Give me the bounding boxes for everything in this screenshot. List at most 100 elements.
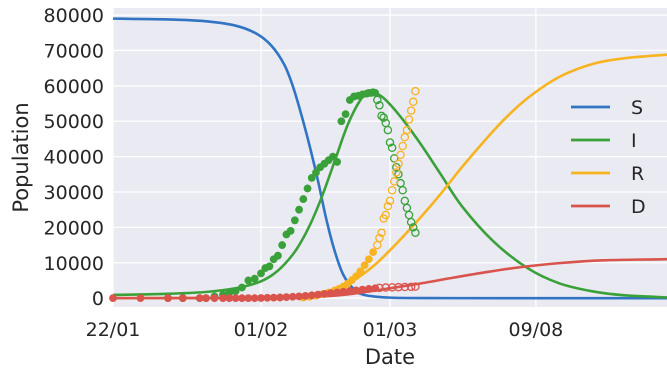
data-point-d-filled [301, 291, 310, 300]
data-point-i-open [387, 143, 397, 153]
data-point-i-filled [337, 117, 346, 126]
data-point-i-filled [265, 262, 274, 271]
data-point-d-filled [250, 294, 259, 303]
data-point-d-filled [225, 294, 234, 303]
legend-label-r: R [631, 163, 644, 185]
data-point-r-open [377, 228, 386, 237]
data-point-i-filled [303, 184, 312, 193]
data-point-i-open [406, 217, 416, 227]
data-point-i-open [375, 101, 384, 110]
data-point-i-filled [312, 168, 320, 177]
y-tick-label: 0 [92, 288, 104, 310]
data-point-d-open [387, 283, 397, 292]
data-point-i-open [394, 170, 403, 179]
legend-label-i: I [631, 130, 637, 152]
data-point-d-filled [231, 294, 240, 303]
data-point-d-open [394, 282, 403, 292]
data-point-d-filled [136, 294, 145, 303]
y-tick-label: 20000 [44, 217, 104, 239]
observed-points [109, 86, 420, 303]
data-point-i-open [409, 223, 418, 232]
data-point-d-filled [244, 294, 253, 303]
data-point-d-open [411, 282, 420, 291]
y-tick-label: 60000 [44, 76, 104, 98]
data-point-i-open [373, 95, 382, 105]
data-point-d-filled [307, 291, 316, 300]
data-point-i-open [383, 125, 393, 135]
x-axis-title: Date [365, 345, 415, 369]
data-point-r-open [402, 125, 412, 135]
data-point-i-open [398, 185, 407, 195]
data-point-r-open [409, 97, 418, 107]
data-point-r-open [406, 106, 416, 115]
data-point-d-filled [219, 294, 227, 303]
data-point-r-open [392, 168, 401, 177]
data-point-i-filled [257, 269, 265, 278]
y-axis-title: Population [9, 102, 33, 212]
y-tick-label: 80000 [44, 5, 104, 27]
data-point-d-filled [345, 287, 354, 295]
data-point-r-open [404, 115, 414, 124]
y-tick-label: 10000 [44, 253, 104, 275]
data-point-d-filled [364, 285, 373, 293]
data-point-r-open [398, 141, 407, 151]
data-point-d-filled [352, 286, 361, 295]
data-point-d-filled [288, 292, 297, 301]
data-point-i-open [377, 111, 386, 121]
data-point-i-open [389, 154, 399, 163]
series-line-i [113, 91, 667, 299]
data-point-i-filled [238, 283, 246, 292]
data-point-d-filled [109, 294, 117, 303]
data-point-i-filled [231, 287, 240, 295]
data-point-d-open [406, 282, 416, 292]
data-point-i-filled [371, 89, 380, 97]
data-point-i-filled [274, 251, 282, 260]
data-point-i-filled [250, 274, 259, 283]
data-point-d-filled [314, 290, 323, 299]
data-point-d-filled [333, 288, 342, 297]
data-point-i-open [379, 113, 388, 122]
x-tick-label: 01/03 [363, 319, 418, 341]
data-point-r-open [389, 177, 399, 186]
data-point-d-filled [320, 290, 329, 298]
data-point-d-filled [238, 294, 246, 303]
data-point-r-open [394, 159, 403, 168]
data-point-d-filled [164, 294, 172, 303]
data-point-i-filled [329, 152, 337, 161]
y-tick-labels: 0 10000 20000 30000 40000 50000 60000 70000 8000… [44, 5, 104, 310]
data-point-i-filled [278, 241, 287, 249]
x-tick-label: 01/02 [234, 319, 289, 341]
legend-label-s: S [631, 97, 643, 119]
x-tick-labels: 22/01 01/02 01/03 09/08 [86, 319, 564, 341]
data-point-d-filled [202, 294, 210, 303]
data-point-r-filled [364, 255, 373, 264]
y-tick-label: 30000 [44, 182, 104, 204]
data-point-d-filled [295, 292, 303, 301]
data-point-r-open [385, 196, 395, 206]
data-point-d-filled [263, 293, 272, 302]
data-point-d-filled [195, 294, 204, 303]
series-line-s [113, 17, 667, 300]
legend-label-d: D [631, 196, 646, 218]
data-point-d-filled [269, 293, 278, 302]
data-point-r-filled [356, 267, 365, 276]
data-point-d-open [375, 283, 384, 293]
data-point-r-open [396, 150, 405, 160]
x-tick-label: 22/01 [86, 319, 141, 341]
data-point-d-filled [276, 293, 284, 302]
data-point-d-filled [178, 294, 187, 303]
data-point-i-filled [290, 216, 299, 225]
data-point-i-open [385, 138, 395, 147]
data-point-r-open [381, 210, 391, 220]
data-point-r-filled [360, 261, 369, 270]
data-point-i-filled [286, 227, 295, 235]
data-point-d-open [400, 282, 410, 292]
data-point-d-filled [358, 285, 367, 294]
y-tick-label: 40000 [44, 147, 104, 169]
data-point-d-open [381, 283, 391, 292]
data-point-r-open [375, 233, 384, 243]
data-point-i-open [411, 228, 420, 237]
data-point-r-open [411, 86, 420, 96]
